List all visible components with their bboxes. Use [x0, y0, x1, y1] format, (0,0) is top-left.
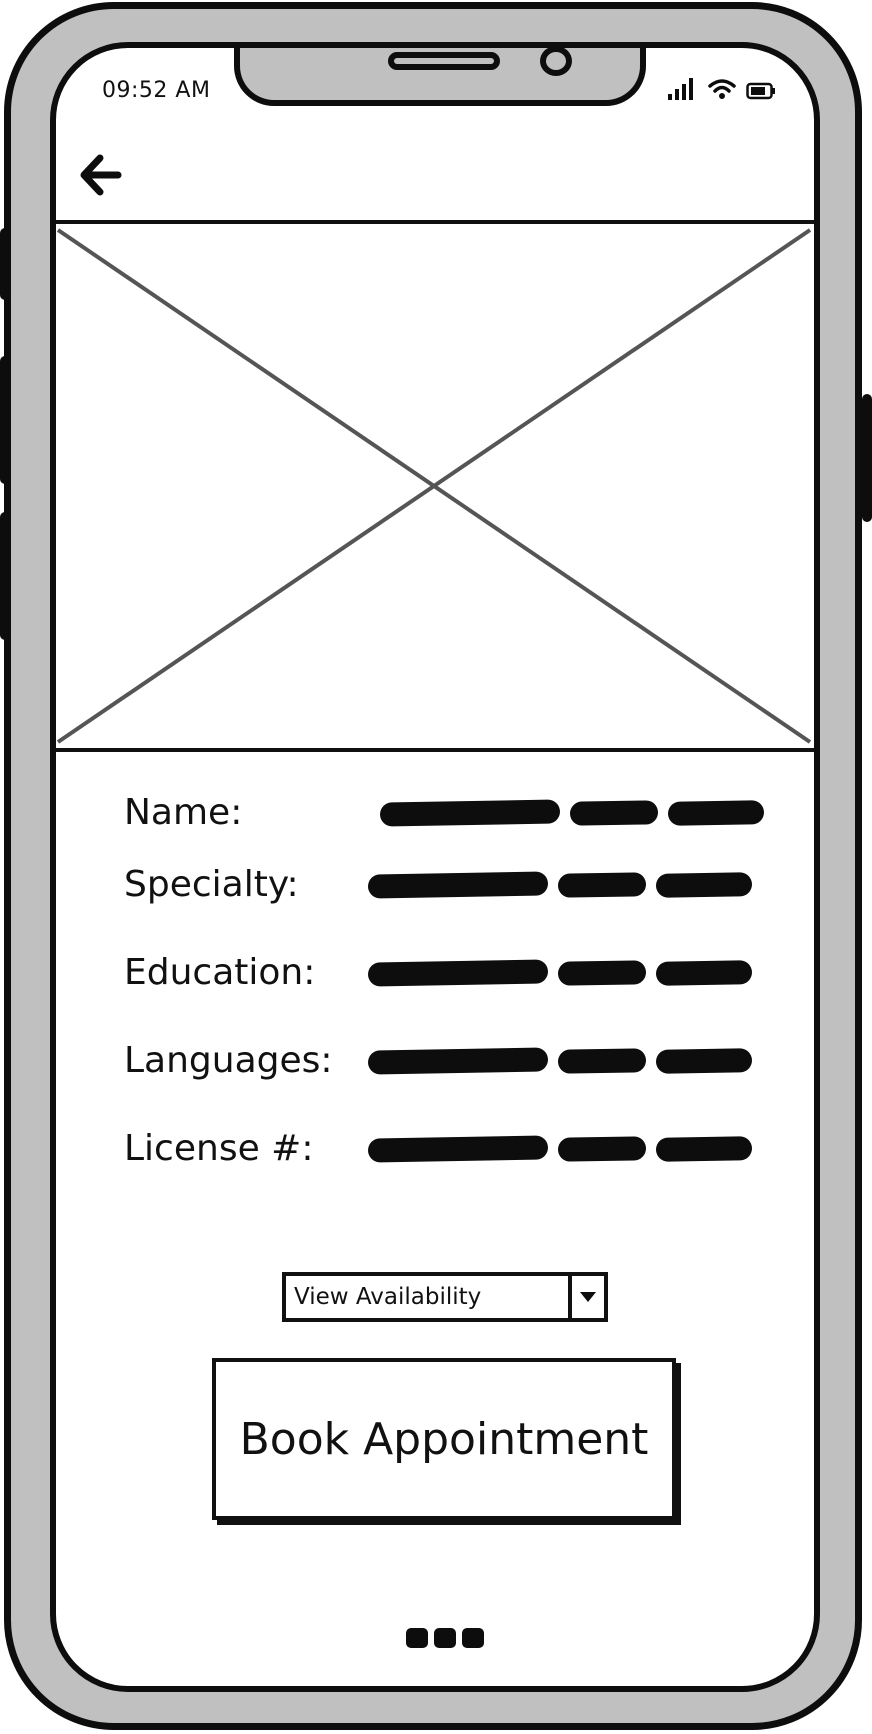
- status-icons: [668, 76, 776, 100]
- detail-row-education: Education:: [124, 948, 784, 998]
- scribble: [655, 1136, 753, 1162]
- redacted-value: [367, 948, 753, 998]
- scribble: [557, 1136, 647, 1162]
- side-button-left-2: [0, 356, 10, 484]
- scribble: [367, 1135, 549, 1163]
- detail-label: Name:: [124, 792, 243, 833]
- wifi-icon: [708, 79, 736, 99]
- detail-row-name: Name:: [124, 788, 784, 838]
- home-indicator[interactable]: [406, 1628, 484, 1648]
- camera: [540, 48, 572, 76]
- detail-row-license: License #:: [124, 1124, 784, 1174]
- battery-icon: [746, 82, 775, 100]
- availability-dropdown[interactable]: View Availability: [282, 1272, 608, 1322]
- scribble: [655, 872, 753, 898]
- scribble: [655, 1048, 753, 1074]
- side-button-left-3: [0, 512, 10, 640]
- redacted-value: [367, 860, 753, 910]
- speaker: [388, 52, 500, 70]
- notch: [234, 48, 646, 106]
- detail-row-specialty: Specialty:: [124, 860, 784, 910]
- signal-icon: [668, 78, 693, 100]
- book-appointment-button[interactable]: Book Appointment: [212, 1358, 676, 1520]
- home-dot: [462, 1628, 484, 1648]
- scribble: [667, 800, 765, 826]
- scribble: [569, 800, 659, 826]
- detail-label: License #:: [124, 1128, 314, 1169]
- detail-label: Languages:: [124, 1040, 333, 1081]
- home-dot: [434, 1628, 456, 1648]
- redacted-value: [379, 788, 765, 838]
- detail-row-languages: Languages:: [124, 1036, 784, 1086]
- scribble: [557, 960, 647, 986]
- dropdown-selected-value: View Availability: [294, 1284, 482, 1310]
- caret-down-icon[interactable]: [568, 1276, 604, 1318]
- detail-label: Specialty:: [124, 864, 299, 905]
- arrow-left-icon[interactable]: [78, 152, 124, 198]
- status-time: 09:52 AM: [102, 78, 211, 103]
- side-button-right: [862, 394, 872, 522]
- phone-screen: 09:52 AM Name:: [50, 42, 820, 1692]
- side-button-left-1: [0, 228, 10, 300]
- redacted-value: [367, 1036, 753, 1086]
- scribble: [379, 799, 561, 827]
- doctor-photo-placeholder: [56, 220, 814, 752]
- scribble: [557, 1048, 647, 1074]
- redacted-value: [367, 1124, 753, 1174]
- scribble: [367, 871, 549, 899]
- home-dot: [406, 1628, 428, 1648]
- scribble: [367, 1047, 549, 1075]
- scribble: [557, 872, 647, 898]
- scribble: [655, 960, 753, 986]
- detail-label: Education:: [124, 952, 316, 993]
- scribble: [367, 959, 549, 987]
